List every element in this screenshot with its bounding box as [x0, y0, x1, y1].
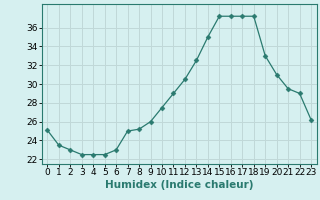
- X-axis label: Humidex (Indice chaleur): Humidex (Indice chaleur): [105, 180, 253, 190]
